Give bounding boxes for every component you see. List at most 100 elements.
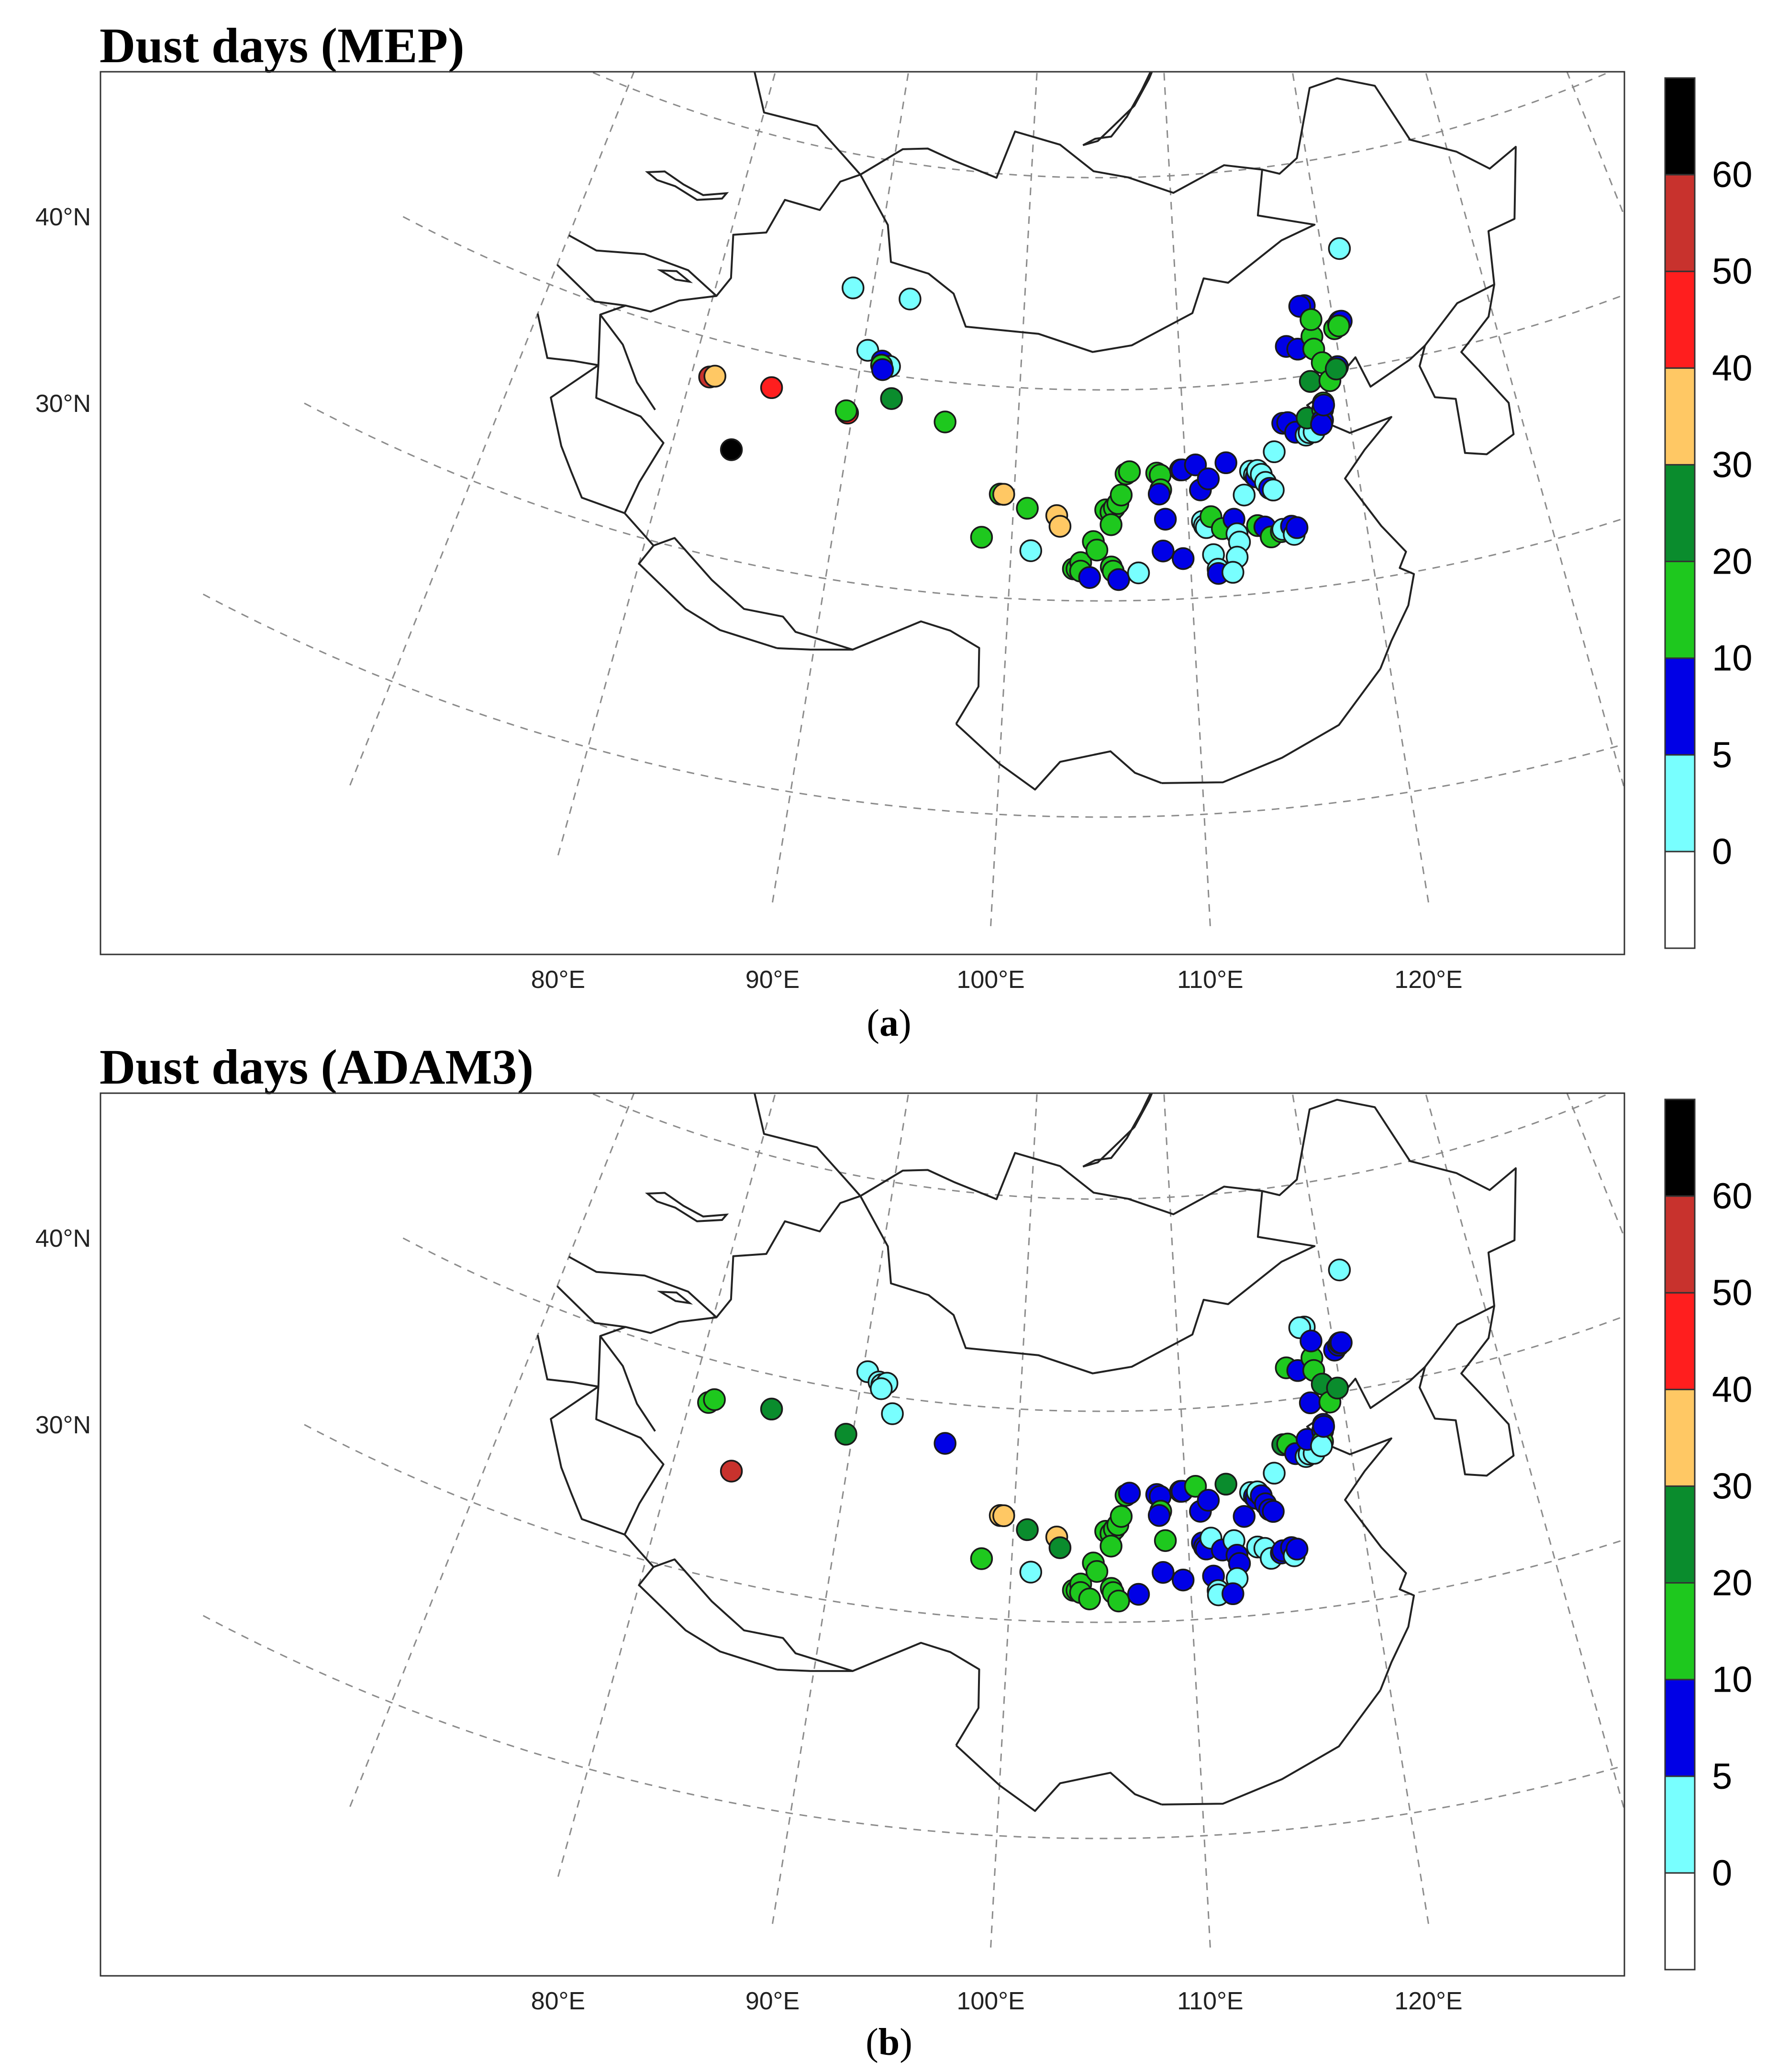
station-marker bbox=[970, 1547, 993, 1570]
parallel-line bbox=[304, 402, 1624, 602]
colorbar-swatch bbox=[1664, 1195, 1696, 1294]
station-marker bbox=[1197, 1489, 1220, 1512]
panel-letter: a bbox=[879, 1002, 899, 1044]
parallel-line bbox=[589, 72, 1612, 178]
lake-outline bbox=[656, 269, 693, 283]
colorbar-swatch bbox=[1664, 270, 1696, 369]
station-marker bbox=[1262, 1500, 1285, 1523]
parallel-line bbox=[402, 1237, 1624, 1412]
station-marker bbox=[1152, 1561, 1175, 1584]
station-marker bbox=[1330, 1331, 1353, 1354]
station-marker bbox=[1263, 1462, 1286, 1485]
station-marker bbox=[834, 1423, 857, 1446]
map-panel-a: Dust days (MEP) 80°E 90°E 100°E 110°E 120°E 40… bbox=[35, 18, 1753, 1044]
station-marker bbox=[1324, 357, 1348, 381]
meridian-line bbox=[772, 1093, 910, 1924]
colorbar-label: 10 bbox=[1712, 1660, 1753, 1700]
station-marker bbox=[1127, 561, 1150, 585]
station-marker bbox=[703, 1388, 726, 1411]
colorbar-label: 60 bbox=[1712, 1176, 1753, 1217]
station-marker bbox=[1327, 314, 1350, 337]
station-marker bbox=[1233, 1505, 1256, 1528]
colorbar-swatch bbox=[1664, 1775, 1696, 1874]
station-marker bbox=[880, 387, 903, 410]
lake-outline bbox=[645, 1192, 729, 1222]
station-marker bbox=[1312, 393, 1335, 417]
panel-label: (b) bbox=[866, 2021, 912, 2063]
station-marker bbox=[1085, 538, 1109, 562]
station-marker bbox=[970, 526, 993, 549]
parallel-line bbox=[402, 216, 1624, 391]
panel-title: Dust days (MEP) bbox=[100, 18, 465, 73]
map-panel-b: Dust days (ADAM3) 80°E 90°E 100°E 110°E 120°E… bbox=[35, 1040, 1753, 2063]
station-marker bbox=[1326, 1376, 1349, 1400]
colorbar-swatch bbox=[1664, 1582, 1696, 1681]
map-area bbox=[202, 1093, 1624, 1948]
station-marker bbox=[881, 1402, 904, 1425]
meridian-line bbox=[1163, 72, 1211, 926]
border-line bbox=[568, 234, 717, 297]
lon-tick-label: 100°E bbox=[956, 966, 1024, 994]
lon-tick-label: 80°E bbox=[531, 1987, 585, 2015]
border-line bbox=[1419, 1306, 1515, 1477]
station-marker bbox=[1171, 547, 1195, 570]
station-marker bbox=[1300, 1330, 1322, 1352]
border-line bbox=[955, 723, 1162, 791]
colorbar-swatch bbox=[1664, 174, 1696, 272]
station-marker bbox=[1299, 370, 1322, 393]
station-marker bbox=[1197, 467, 1220, 490]
colorbar-swatch bbox=[1664, 561, 1696, 659]
border-line bbox=[595, 1195, 980, 1746]
border-line bbox=[568, 1256, 717, 1319]
colorbar-label: 40 bbox=[1712, 348, 1753, 388]
station-marker bbox=[1300, 308, 1322, 331]
border-line bbox=[753, 72, 861, 176]
map-area bbox=[202, 72, 1624, 926]
meridian-line bbox=[557, 1093, 777, 1877]
station-marker bbox=[992, 1504, 1015, 1528]
meridian-line bbox=[1291, 72, 1429, 903]
border-line bbox=[859, 1152, 1316, 1374]
lat-tick-label: 40°N bbox=[35, 1225, 91, 1252]
station-marker bbox=[1048, 515, 1072, 538]
parallel-line bbox=[202, 593, 1624, 818]
border-line bbox=[638, 545, 778, 649]
station-marker bbox=[1147, 482, 1171, 506]
meridian-line bbox=[1424, 1093, 1624, 1813]
colorbar-swatch bbox=[1664, 1388, 1696, 1487]
station-marker bbox=[1127, 1583, 1150, 1606]
colorbar-label: 20 bbox=[1712, 1563, 1753, 1604]
colorbar-swatch bbox=[1664, 464, 1696, 563]
meridian-line bbox=[349, 1093, 635, 1807]
colorbar-label: 0 bbox=[1712, 1853, 1732, 1894]
station-marker bbox=[1078, 1587, 1101, 1610]
border-line bbox=[859, 130, 1316, 353]
lon-tick-label: 100°E bbox=[956, 1987, 1024, 2015]
map-frame bbox=[100, 71, 1625, 955]
colorbar-label: 50 bbox=[1712, 1273, 1753, 1313]
colorbar-swatch bbox=[1664, 754, 1696, 853]
border-line bbox=[1161, 668, 1381, 784]
map-frame bbox=[100, 1092, 1625, 1977]
lake-outline bbox=[645, 170, 729, 201]
meridian-line bbox=[990, 72, 1038, 926]
station-marker bbox=[1110, 1505, 1133, 1528]
station-marker bbox=[1263, 440, 1286, 464]
panel-letter: b bbox=[878, 2021, 900, 2063]
meridian-line bbox=[349, 72, 635, 786]
colorbar-label: 5 bbox=[1712, 1756, 1732, 1797]
colorbar-label: 20 bbox=[1712, 542, 1753, 582]
station-marker bbox=[1048, 1536, 1072, 1559]
station-marker bbox=[1100, 513, 1122, 536]
parallel-line bbox=[202, 1615, 1624, 1839]
border-line bbox=[777, 647, 853, 651]
station-marker bbox=[1118, 1482, 1141, 1505]
station-marker bbox=[1285, 516, 1309, 539]
station-marker bbox=[1312, 1415, 1335, 1438]
station-marker bbox=[1328, 237, 1351, 260]
lake-outline bbox=[1082, 1093, 1153, 1168]
station-marker bbox=[760, 376, 783, 399]
border-line bbox=[1161, 1689, 1381, 1806]
colorbar-label: 10 bbox=[1712, 638, 1753, 679]
